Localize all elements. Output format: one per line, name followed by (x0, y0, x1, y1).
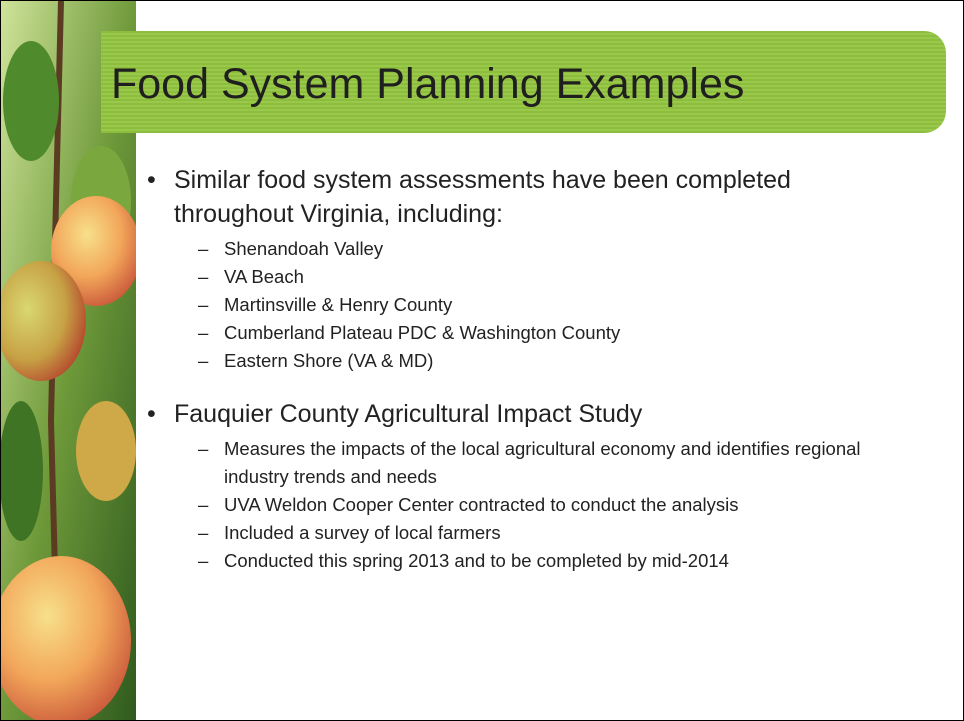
sub-bullet: UVA Weldon Cooper Center contracted to c… (198, 491, 914, 519)
bullet-list: Similar food system assessments have bee… (141, 163, 941, 575)
spacer (141, 375, 941, 397)
sub-bullet: Included a survey of local farmers (198, 519, 914, 547)
sub-bullet: VA Beach (198, 263, 914, 291)
sub-bullet: Martinsville & Henry County (198, 291, 914, 319)
sub-list: Shenandoah ValleyVA BeachMartinsville & … (198, 235, 941, 375)
sub-bullet: Conducted this spring 2013 and to be com… (198, 547, 914, 575)
slide: Food System Planning Examples Similar fo… (0, 0, 964, 721)
sub-bullet: Cumberland Plateau PDC & Washington Coun… (198, 319, 914, 347)
bullet: Similar food system assessments have bee… (141, 163, 874, 231)
sub-bullet: Shenandoah Valley (198, 235, 914, 263)
sub-list: Measures the impacts of the local agricu… (198, 435, 941, 575)
slide-title: Food System Planning Examples (111, 39, 744, 129)
sub-bullet: Eastern Shore (VA & MD) (198, 347, 914, 375)
bullet: Fauquier County Agricultural Impact Stud… (141, 397, 874, 431)
sub-bullet: Measures the impacts of the local agricu… (198, 435, 914, 491)
